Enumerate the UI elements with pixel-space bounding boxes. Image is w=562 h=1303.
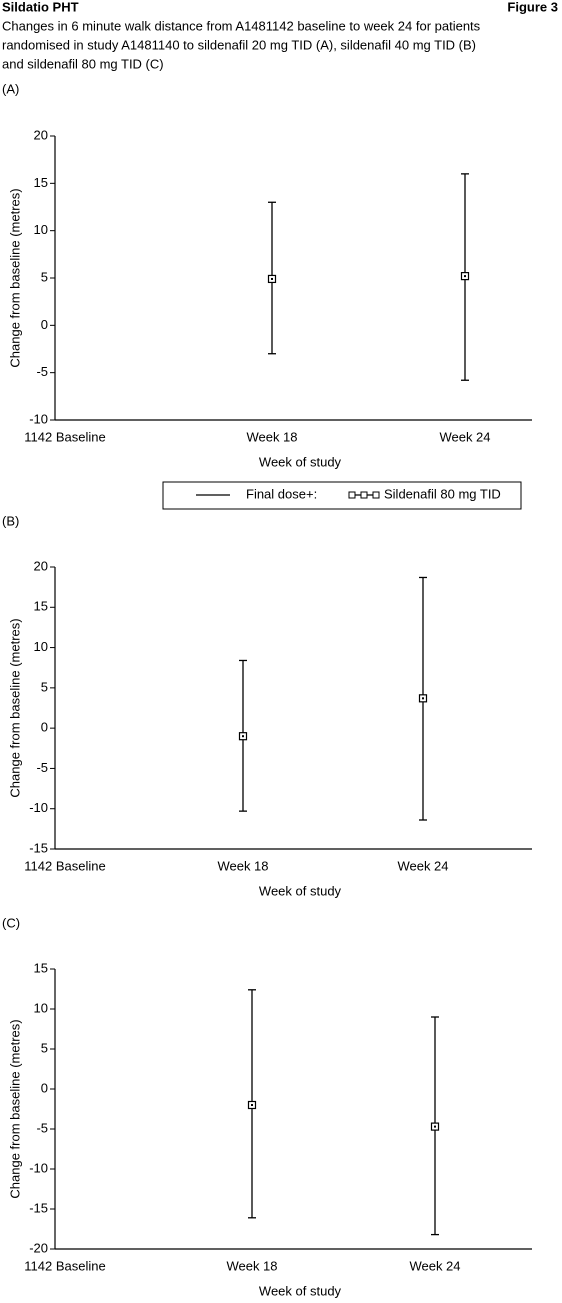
marker-dot <box>434 1125 436 1128</box>
y-tick-label: 0 <box>41 317 48 332</box>
caption-line: and sildenafil 80 mg TID (C) <box>2 56 164 71</box>
x-axis-label: Week of study <box>259 454 342 469</box>
y-tick-label: -15 <box>29 840 48 855</box>
legend-label: Sildenafil 80 mg TID <box>384 486 501 501</box>
legend-swatch <box>360 491 368 499</box>
y-tick-label: 20 <box>34 127 48 142</box>
x-tick-label: Week 18 <box>217 858 268 873</box>
marker-dot <box>251 1104 253 1106</box>
y-tick-label: -15 <box>29 1200 48 1215</box>
legend-box <box>162 481 522 510</box>
marker-dot <box>242 735 244 738</box>
chart-label: (B) <box>2 513 19 528</box>
chart-label: (A) <box>2 81 19 96</box>
y-tick-label: 15 <box>34 599 48 614</box>
y-tick-label: 10 <box>34 222 48 237</box>
x-tick-label: 1142 Baseline <box>24 1258 105 1273</box>
x-axis-label: Week of study <box>259 883 342 898</box>
y-tick-label: -20 <box>29 1240 48 1255</box>
caption-line: randomised in study A1481140 to sildenaf… <box>2 37 476 52</box>
y-tick-label: -5 <box>36 1120 48 1135</box>
y-tick-label: 10 <box>34 639 48 654</box>
legend-swatch <box>372 491 380 499</box>
y-tick-label: -10 <box>29 1160 48 1175</box>
y-tick-label: -10 <box>29 800 48 815</box>
x-tick-label: Week 24 <box>409 1258 460 1273</box>
legend-title: Final dose+: <box>246 486 317 501</box>
y-tick-label: 20 <box>34 558 48 573</box>
x-tick-label: 1142 Baseline <box>24 429 105 444</box>
y-tick-label: 5 <box>41 1040 48 1055</box>
x-tick-label: Week 24 <box>397 858 448 873</box>
caption-line: Changes in 6 minute walk distance from A… <box>2 18 481 33</box>
header-left: Sildatio PHT <box>2 0 79 14</box>
y-axis-label: Change from baseline (metres) <box>7 188 22 367</box>
y-tick-label: 5 <box>41 679 48 694</box>
x-tick-label: 1142 Baseline <box>24 858 105 873</box>
marker-dot <box>422 697 424 700</box>
y-tick-label: 0 <box>41 1080 48 1095</box>
y-tick-label: -10 <box>29 411 48 426</box>
y-tick-label: -5 <box>36 760 48 775</box>
x-tick-label: Week 18 <box>226 1258 277 1273</box>
y-axis-label: Change from baseline (metres) <box>7 618 22 797</box>
y-tick-label: 0 <box>41 720 48 735</box>
y-tick-label: 15 <box>34 960 48 975</box>
chart-label: (C) <box>2 915 20 930</box>
marker-dot <box>271 277 273 280</box>
y-tick-label: 15 <box>34 175 48 190</box>
marker-dot <box>464 275 466 278</box>
legend-swatch <box>348 491 356 499</box>
y-tick-label: 10 <box>34 1000 48 1015</box>
y-axis-label: Change from baseline (metres) <box>7 1019 22 1198</box>
header-right: Figure 3 <box>507 0 558 14</box>
x-tick-label: Week 24 <box>439 429 490 444</box>
y-tick-label: 5 <box>41 269 48 284</box>
y-tick-label: -5 <box>36 364 48 379</box>
x-axis-label: Week of study <box>259 1283 342 1298</box>
x-tick-label: Week 18 <box>246 429 297 444</box>
